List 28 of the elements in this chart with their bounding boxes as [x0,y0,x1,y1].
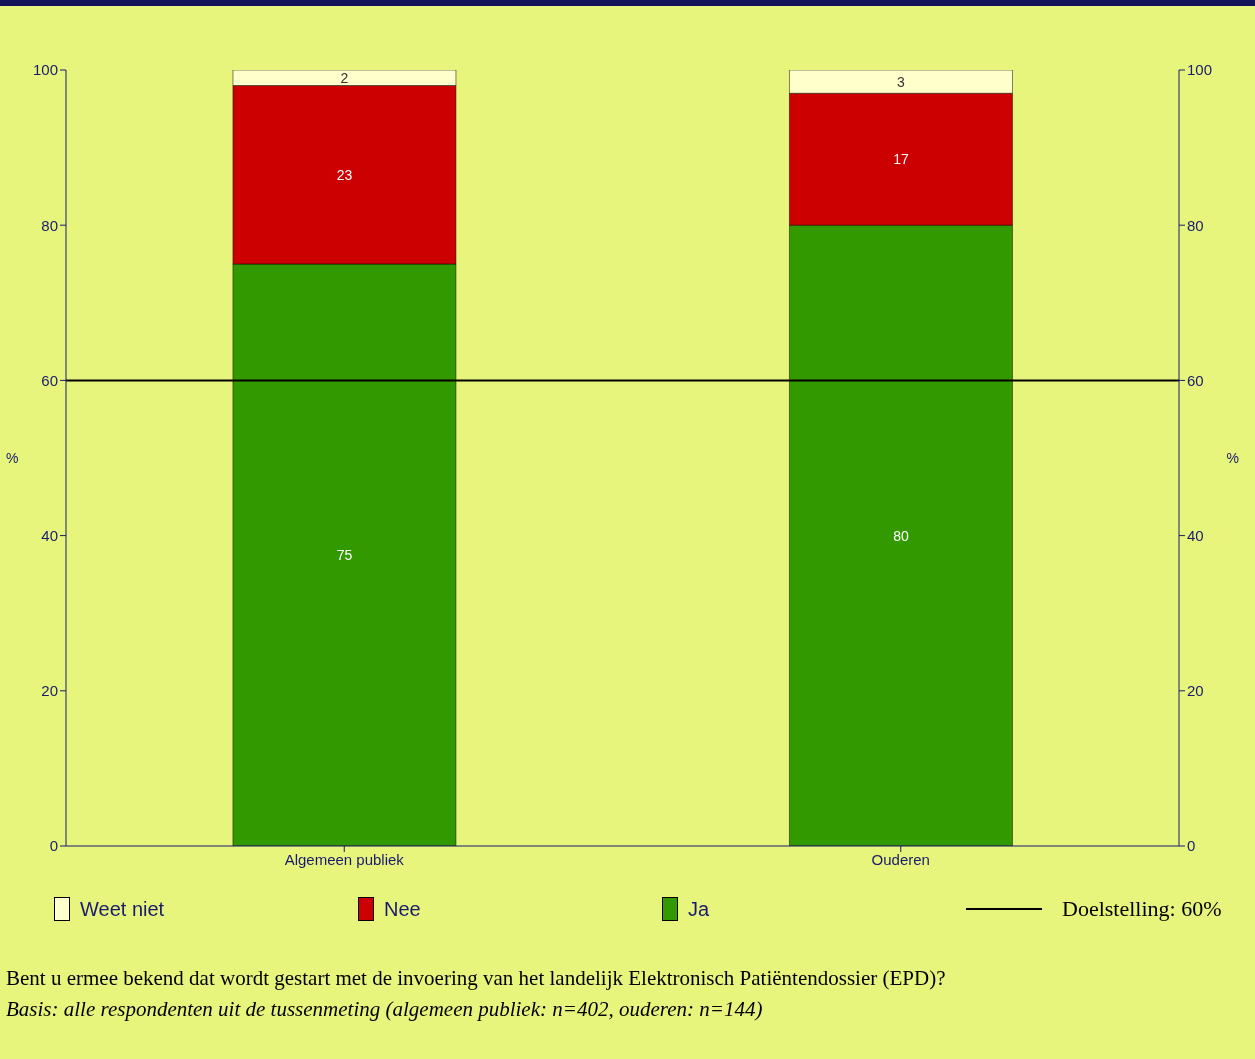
y2-tick-label: 80 [1187,216,1204,234]
x-tick-label: Algemeen publiek [284,850,405,868]
legend-label: Weet niet [79,897,166,921]
data-label: 80 [893,527,909,544]
y-tick-label: 0 [49,837,58,855]
data-label: 75 [336,546,353,563]
y2-tick-label: 20 [1187,682,1204,700]
y2-tick-label: 60 [1187,371,1204,389]
y2-tick-label: 40 [1187,526,1204,544]
legend-label: Ja [687,897,711,921]
y-tick-label: 100 [32,61,58,79]
y2-tick-label: 100 [1187,61,1213,79]
data-label: 3 [897,73,906,90]
text: Basis: alle respondenten uit de tussenmeting (algemeen publiek: n=402, ouderen: n=144) [6,997,764,1022]
y2-axis-title: % [1226,449,1239,466]
y-axis-title: % [6,449,19,466]
x-tick-label: Ouderen [871,850,930,868]
y-tick-label: 60 [41,371,58,389]
y-tick-label: 80 [41,216,58,234]
legend-label: Doelstelling: 60% [1061,896,1222,922]
y-tick-label: 20 [41,682,58,700]
legend-label: Nee [383,897,422,921]
y-tick-label: 40 [41,526,58,544]
text: Bent u ermee bekend dat wordt gestart met de invoering van het landelijk Elektronisch Patiëntendossier (EPD)? [6,966,947,991]
data-label: 17 [893,151,909,168]
data-label: 23 [336,166,353,183]
y2-tick-label: 0 [1187,837,1196,855]
data-label: 2 [340,69,349,86]
